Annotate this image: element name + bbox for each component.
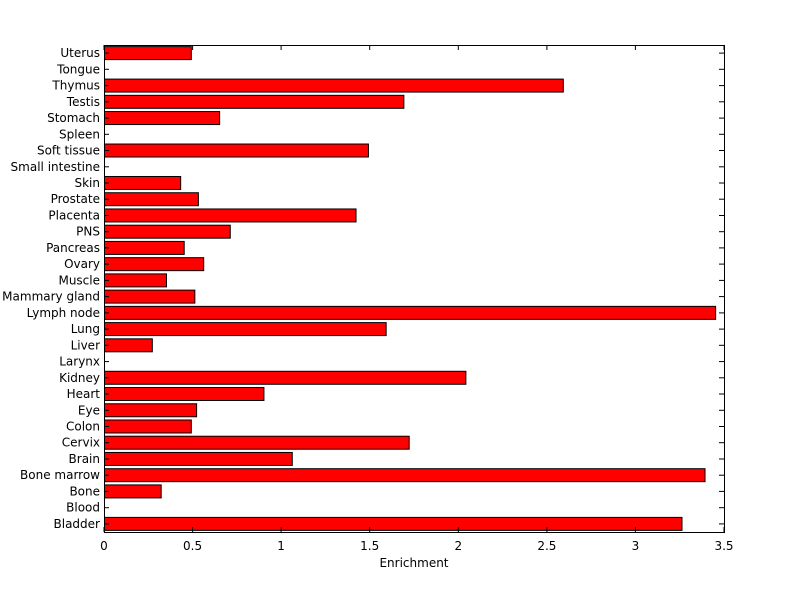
category-label: Placenta <box>48 209 100 223</box>
bar-pancreas <box>104 240 185 255</box>
category-label: Prostate <box>51 192 100 206</box>
x-tick-label: 2.5 <box>537 539 556 553</box>
x-tick-label: 3 <box>632 539 640 553</box>
category-label: Lung <box>71 322 100 336</box>
x-tick-label: 0.5 <box>183 539 202 553</box>
category-label: Heart <box>67 387 101 401</box>
x-tick-label: 1 <box>277 539 285 553</box>
category-label: Stomach <box>47 111 100 125</box>
category-label: Eye <box>78 403 100 417</box>
bars-group <box>104 46 717 531</box>
bar-heart <box>104 387 265 402</box>
x-axis-title: Enrichment <box>379 556 448 570</box>
bar-thymus <box>104 78 564 93</box>
category-label: Brain <box>69 452 100 466</box>
bar-ovary <box>104 257 205 272</box>
bar-skin <box>104 175 182 190</box>
bar-muscle <box>104 273 167 288</box>
category-label: Liver <box>71 338 101 352</box>
category-label: Bladder <box>54 517 101 531</box>
bar-colon <box>104 419 192 434</box>
bar-placenta <box>104 208 357 223</box>
bar-bone-marrow <box>104 468 706 483</box>
category-label: PNS <box>76 225 100 239</box>
bar-bone <box>104 484 162 499</box>
bar-kidney <box>104 370 467 385</box>
category-label: Tongue <box>56 62 100 76</box>
x-tick-label: 0 <box>100 539 108 553</box>
bar-stomach <box>104 111 221 126</box>
bar-prostate <box>104 192 199 207</box>
x-tick-label: 3.5 <box>714 539 733 553</box>
bar-cervix <box>104 435 410 450</box>
category-label: Spleen <box>59 127 100 141</box>
x-tick-labels: 0 0.5 1 1.5 2 2.5 3 3.5 <box>100 539 733 553</box>
category-label: Testis <box>66 95 100 109</box>
bar-liver <box>104 338 153 353</box>
category-label: Ovary <box>64 257 100 271</box>
category-label: Mammary gland <box>2 290 100 304</box>
bar-lung <box>104 322 387 337</box>
bar-soft-tissue <box>104 143 369 158</box>
category-label: Muscle <box>58 273 100 287</box>
category-label: Larynx <box>59 355 100 369</box>
category-label: Bone marrow <box>20 468 100 482</box>
bar-lymph-node <box>104 305 717 320</box>
category-labels: Uterus Tongue Thymus Testis Stomach Spleen Sof… <box>2 46 100 531</box>
category-label: Skin <box>74 176 100 190</box>
category-label: Blood <box>66 501 100 515</box>
x-tick-label: 1.5 <box>360 539 379 553</box>
bar-bladder <box>104 516 683 531</box>
axes-box <box>104 45 725 533</box>
category-label: Bone <box>69 484 100 498</box>
bar-mammary-gland <box>104 289 196 304</box>
category-label: Small intestine <box>11 160 100 174</box>
bar-brain <box>104 451 293 466</box>
category-label: Lymph node <box>27 306 100 320</box>
category-label: Cervix <box>62 436 100 450</box>
x-tick-label: 2 <box>454 539 462 553</box>
category-label: Thymus <box>51 79 100 93</box>
category-label: Uterus <box>60 46 100 60</box>
bar-pns <box>104 224 231 239</box>
category-label: Soft tissue <box>37 144 100 158</box>
bar-eye <box>104 403 198 418</box>
category-label: Kidney <box>59 371 100 385</box>
category-label: Pancreas <box>46 241 100 255</box>
category-label: Colon <box>66 420 100 434</box>
bar-testis <box>104 94 405 109</box>
bar-uterus <box>104 46 192 61</box>
